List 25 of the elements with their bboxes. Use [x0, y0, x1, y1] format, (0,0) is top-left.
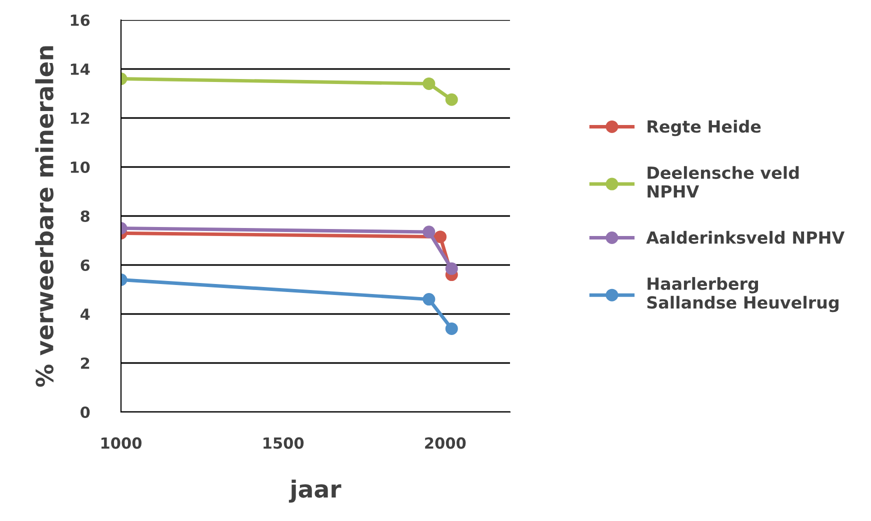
legend-label: Deelensche veld NPHV [648, 166, 799, 198]
y-tick-label: 0 [80, 406, 90, 418]
y-tick-label: 10 [70, 161, 90, 174]
y-tick-label: 16 [70, 14, 90, 26]
y-tick-label: 8 [80, 210, 90, 222]
y-tick-label: 2 [81, 357, 90, 369]
x-tick-label: 2000 [425, 437, 466, 449]
y-axis-title: % verweerbare mineralen [35, 46, 54, 387]
point [422, 293, 436, 306]
y-tick-label: 6 [80, 259, 90, 272]
point [445, 322, 458, 335]
point [422, 77, 436, 90]
point [434, 230, 447, 244]
y-tick-label: 14 [70, 64, 90, 75]
point [445, 93, 458, 106]
legend-label: Haarlerberg Sallandse Heuvelrug [647, 277, 838, 312]
y-tick-label: 12 [70, 112, 90, 124]
point [422, 226, 436, 238]
point [445, 262, 458, 275]
legend-label: Regte Heide [648, 120, 761, 136]
x-axis-title: jaar [288, 480, 342, 503]
x-tick-label: 1500 [264, 437, 304, 449]
x-tick-label: 1000 [101, 437, 142, 449]
y-tick-label: 4 [80, 308, 90, 320]
legend-label: Aalderinksveld NPHV [646, 230, 845, 244]
